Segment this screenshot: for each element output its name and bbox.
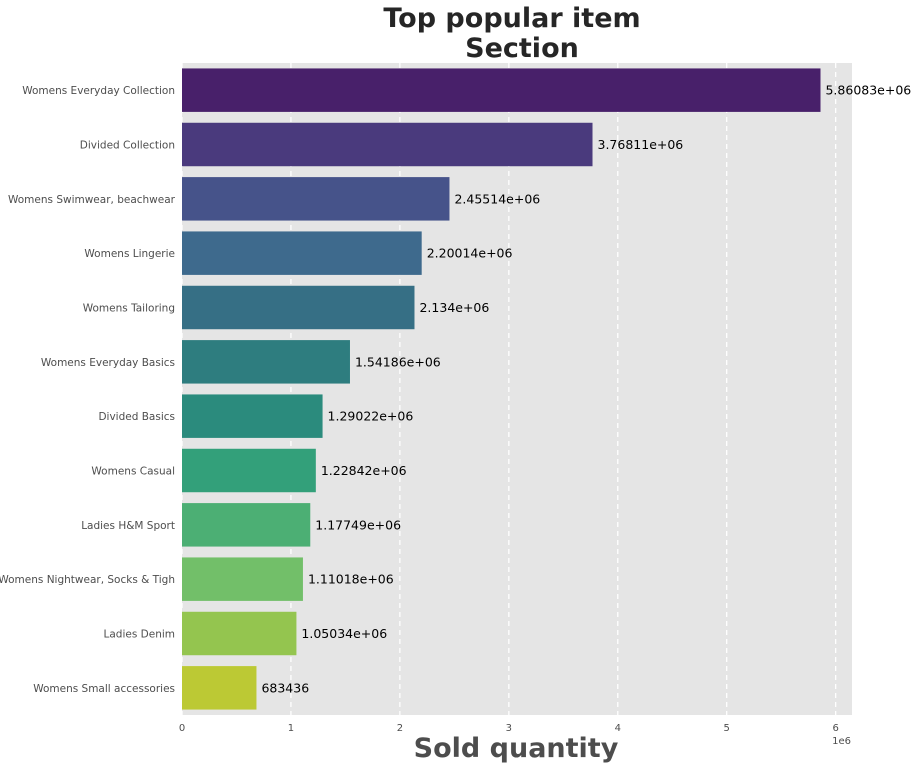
category-label: Womens Everyday Basics xyxy=(41,357,175,369)
data-label: 1.05034e+06 xyxy=(301,626,387,641)
category-label: Womens Everyday Collection xyxy=(22,85,175,97)
bar xyxy=(182,394,323,438)
x-tick-label: 3 xyxy=(506,723,512,734)
bar xyxy=(182,611,297,656)
data-label: 683436 xyxy=(261,680,309,695)
bar xyxy=(182,557,303,601)
data-label: 2.20014e+06 xyxy=(427,246,513,261)
data-label: 2.45514e+06 xyxy=(454,191,540,206)
x-tick-label: 2 xyxy=(397,723,403,734)
x-axis-offset-text: 1e6 xyxy=(832,736,851,747)
x-tick-label: 5 xyxy=(724,723,730,734)
data-label: 2.134e+06 xyxy=(419,300,489,315)
data-label: 1.29022e+06 xyxy=(328,409,414,424)
bar xyxy=(182,503,311,547)
x-axis-label: Sold quantity xyxy=(414,733,619,764)
category-label: Womens Swimwear, beachwear xyxy=(8,194,176,206)
data-label: 5.86083e+06 xyxy=(825,83,911,98)
data-labels: 5.86083e+06 3.76811e+06 2.45514e+06 2.20014… xyxy=(261,83,911,696)
chart-title-line-1: Top popular item xyxy=(383,3,640,34)
bar xyxy=(182,122,593,167)
category-label: Womens Lingerie xyxy=(84,248,175,260)
category-label: Womens Tailoring xyxy=(83,303,175,315)
grid-lines xyxy=(181,63,837,715)
category-label: Ladies Denim xyxy=(104,629,175,641)
x-tick-labels: 0 1 2 3 4 5 6 xyxy=(179,723,839,734)
x-tick-label: 4 xyxy=(615,723,621,734)
data-label: 1.11018e+06 xyxy=(308,572,394,587)
x-tick-label: 0 xyxy=(179,723,185,734)
category-labels: Womens Everyday Collection Divided Collec… xyxy=(0,85,176,695)
category-label: Ladies H&M Sport xyxy=(81,520,175,532)
plot-area xyxy=(182,63,852,715)
category-label: Womens Nightwear, Socks & Tigh xyxy=(0,574,175,586)
category-label: Divided Basics xyxy=(98,411,175,423)
data-label: 3.76811e+06 xyxy=(598,137,684,152)
data-label: 1.17749e+06 xyxy=(315,517,401,532)
bar xyxy=(182,177,450,221)
category-label: Womens Small accessories xyxy=(33,683,175,695)
chart-title-line-2: Section xyxy=(465,33,579,64)
bar xyxy=(182,285,415,330)
x-tick-label: 1 xyxy=(288,723,294,734)
data-label: 1.54186e+06 xyxy=(355,354,441,369)
bar xyxy=(182,231,422,275)
category-label: Womens Casual xyxy=(91,466,175,478)
bar xyxy=(182,448,316,493)
category-label: Divided Collection xyxy=(80,140,175,152)
bar xyxy=(182,68,821,112)
bar xyxy=(182,666,257,710)
x-tick-label: 6 xyxy=(832,723,838,734)
data-label: 1.22842e+06 xyxy=(321,463,407,478)
bars-group xyxy=(182,68,821,710)
bar xyxy=(182,340,350,384)
